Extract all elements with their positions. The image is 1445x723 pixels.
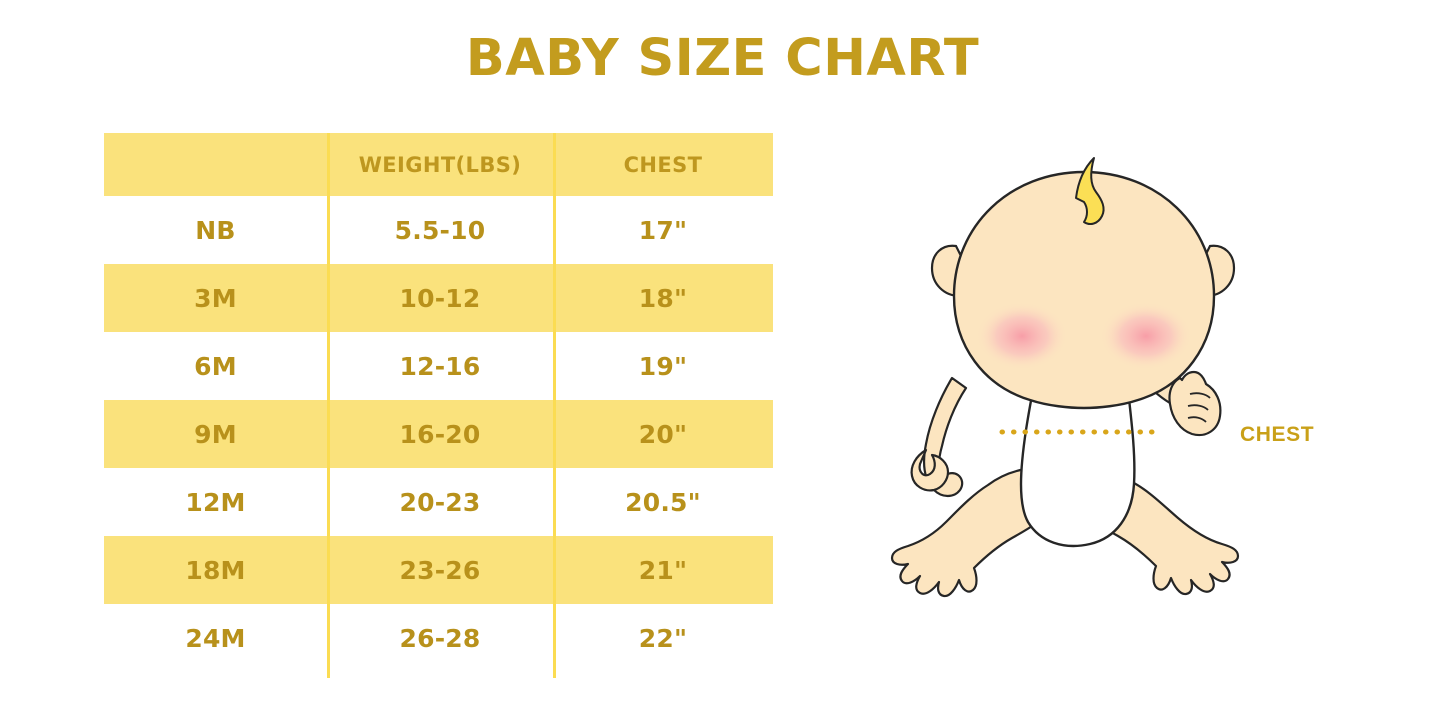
cell-chest: 20.5"	[625, 487, 701, 517]
header-cell-weight: WEIGHT(LBS)	[358, 152, 522, 177]
cell-chest: 18"	[638, 283, 688, 313]
cell-weight: 12-16	[399, 351, 481, 381]
baby-head	[952, 170, 1216, 410]
cell-chest: 20"	[638, 419, 688, 449]
cell-size: 24M	[185, 623, 246, 653]
column-divider-2	[553, 133, 556, 678]
size-chart-table: WEIGHT(LBS) CHEST NB 5.5-10 17" 3M 10-12…	[104, 133, 773, 678]
baby-arm-left	[910, 376, 968, 498]
cell-chest: 17"	[638, 215, 688, 245]
cell-chest: 22"	[638, 623, 688, 653]
table-header-row: WEIGHT(LBS) CHEST	[104, 133, 773, 196]
table-row: 24M 26-28 22"	[104, 604, 773, 672]
baby-blush-left	[976, 302, 1068, 370]
cell-size: NB	[195, 215, 236, 245]
table-row: 18M 23-26 21"	[104, 536, 773, 604]
column-divider-1	[327, 133, 330, 678]
cell-weight: 26-28	[399, 623, 481, 653]
chest-measurement-label: CHEST	[1240, 423, 1315, 446]
cell-chest: 19"	[638, 351, 688, 381]
cell-weight: 23-26	[399, 555, 481, 585]
cell-size: 3M	[194, 283, 237, 313]
cell-size: 12M	[185, 487, 246, 517]
cell-size: 9M	[194, 419, 237, 449]
table-row: 6M 12-16 19"	[104, 332, 773, 400]
cell-chest: 21"	[638, 555, 688, 585]
cell-weight: 10-12	[399, 283, 481, 313]
table-row: 9M 16-20 20"	[104, 400, 773, 468]
baby-blush-right	[1100, 302, 1192, 370]
cell-weight: 20-23	[399, 487, 481, 517]
table-row: NB 5.5-10 17"	[104, 196, 773, 264]
header-cell-chest: CHEST	[623, 152, 703, 177]
baby-hair-curl	[1075, 157, 1105, 225]
cell-weight: 5.5-10	[394, 215, 486, 245]
table-row: 12M 20-23 20.5"	[104, 468, 773, 536]
table-row: 3M 10-12 18"	[104, 264, 773, 332]
cell-size: 18M	[185, 555, 246, 585]
baby-illustration	[880, 150, 1300, 610]
table-body: WEIGHT(LBS) CHEST NB 5.5-10 17" 3M 10-12…	[104, 133, 773, 672]
cell-size: 6M	[194, 351, 237, 381]
page-title: BABY SIZE CHART	[465, 29, 980, 88]
cell-weight: 16-20	[399, 419, 481, 449]
